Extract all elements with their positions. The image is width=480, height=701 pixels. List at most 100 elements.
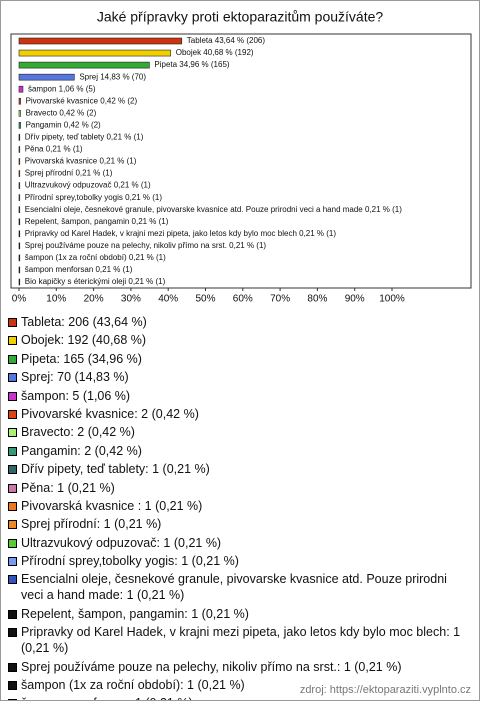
bar-label: Pripravky od Karel Hadek, v krajni mezi … xyxy=(25,229,337,238)
x-tick-label: 60% xyxy=(233,294,253,305)
legend-item: Sprej používáme pouze na pelechy, nikoli… xyxy=(8,659,470,675)
legend-label: Pivovarské kvasnice: 2 (0,42 %) xyxy=(21,406,199,421)
bar-label: Bravecto 0,42 % (2) xyxy=(26,108,97,117)
legend-swatch xyxy=(8,318,17,327)
bar xyxy=(18,61,150,69)
bar xyxy=(18,134,21,141)
legend-swatch xyxy=(8,609,17,619)
chart-title: Jaké přípravky proti ektoparazitům použí… xyxy=(97,9,384,25)
legend-item: Pangamin: 2 (0,42 %) xyxy=(8,443,470,459)
legend-swatch xyxy=(8,336,17,346)
legend-swatch xyxy=(8,575,17,585)
legend-label: Pěna: 1 (0,21 %) xyxy=(21,480,115,495)
bar-label: Sprej 14,83 % (70) xyxy=(79,72,146,81)
x-tick-label: 0% xyxy=(12,294,27,305)
legend-swatch xyxy=(8,373,17,383)
bar-label: Repelent, šampon, pangamin 0,21 % (1) xyxy=(25,217,169,226)
legend-item: Repelent, šampon, pangamin: 1 (0,21 %) xyxy=(8,606,470,622)
bar-label: Pěna 0,21 % (1) xyxy=(25,145,83,154)
legend-item: Pipeta: 165 (34,96 %) xyxy=(8,351,470,367)
legend-swatch xyxy=(8,428,17,438)
legend-label: šampon: 5 (1,06 %) xyxy=(21,388,131,403)
legend-label: Bravecto: 2 (0,42 %) xyxy=(21,425,135,440)
bar xyxy=(18,73,75,81)
x-tick-label: 80% xyxy=(307,294,327,305)
bar xyxy=(18,122,21,129)
legend-swatch xyxy=(8,501,17,511)
legend-item: Tableta: 206 (43,64 %) xyxy=(8,314,470,330)
bar-label: Sprej přírodní 0,21 % (1) xyxy=(25,169,113,178)
legend-label: Tableta: 206 (43,64 %) xyxy=(21,315,147,329)
legend-item: Sprej přírodní: 1 (0,21 %) xyxy=(8,516,470,532)
legend-label: Pangamin: 2 (0,42 %) xyxy=(21,443,142,458)
x-tick-label: 10% xyxy=(46,294,66,305)
bar-label: Ultrazvukový odpuzovač 0,21 % (1) xyxy=(25,181,151,190)
bar-label: Pipeta 34,96 % (165) xyxy=(154,60,229,69)
legend-item: Pivovarská kvasnice : 1 (0,21 %) xyxy=(8,498,470,514)
bar-label: šampon 1,06 % (5) xyxy=(28,84,96,93)
legend-swatch xyxy=(8,538,17,548)
legend-label: Ultrazvukový odpuzovač: 1 (0,21 %) xyxy=(21,535,222,550)
legend-item: Pivovarské kvasnice: 2 (0,42 %) xyxy=(8,406,470,422)
bar xyxy=(18,146,21,153)
legend-label: šampon (1x za roční období): 1 (0,21 %) xyxy=(21,678,245,693)
legend-label: Pivovarská kvasnice : 1 (0,21 %) xyxy=(21,498,203,513)
bar-label: Pivovarské kvasnice 0,42 % (2) xyxy=(26,96,138,105)
x-tick-label: 40% xyxy=(158,294,178,305)
legend-item: Ultrazvukový odpuzovač: 1 (0,21 %) xyxy=(8,535,470,551)
legend-label: Pripravky od Karel Hadek, v krajni mezi … xyxy=(21,625,461,656)
legend-swatch xyxy=(8,391,17,401)
source: zdroj: https://ektoparaziti.vyplnto.cz xyxy=(299,684,471,696)
x-tick-label: 100% xyxy=(379,294,405,305)
legend-label: Esencialni oleje, česnekové granule, piv… xyxy=(21,572,447,603)
bar-label: Tableta 43,64 % (206) xyxy=(187,36,266,45)
bar xyxy=(18,206,21,213)
bar xyxy=(18,37,183,45)
legend-label: Repelent, šampon, pangamin: 1 (0,21 %) xyxy=(21,606,249,621)
x-tick-label: 20% xyxy=(84,294,104,305)
legend-swatch xyxy=(8,409,17,419)
legend-label: Přírodní sprey,tobolky yogis: 1 (0,21 %) xyxy=(21,554,239,569)
bar xyxy=(18,170,21,177)
x-tick-label: 90% xyxy=(345,294,365,305)
legend-item: Obojek: 192 (40,68 %) xyxy=(8,332,470,348)
legend-swatch xyxy=(8,520,17,530)
bar xyxy=(18,230,21,238)
legend-swatch xyxy=(8,699,17,700)
bar-label: Pangamin 0,42 % (2) xyxy=(26,120,101,129)
bar xyxy=(18,182,21,189)
legend-item: Esencialni oleje, česnekové granule, piv… xyxy=(8,571,470,603)
legend-swatch xyxy=(8,557,17,567)
legend-label: Dřív pipety, teď tablety: 1 (0,21 %) xyxy=(21,462,210,477)
bar xyxy=(18,266,21,274)
legend-swatch xyxy=(8,681,17,691)
bar-label: Sprej používáme pouze na pelechy, nikoli… xyxy=(25,241,267,250)
bar xyxy=(18,218,21,226)
bar-label: Přírodní sprey,tobolky yogis 0,21 % (1) xyxy=(25,193,163,202)
bar xyxy=(18,110,21,117)
legend-swatch xyxy=(8,465,17,475)
legend-item: Bravecto: 2 (0,42 %) xyxy=(8,424,470,440)
x-tick-label: 50% xyxy=(195,294,215,305)
legend-item: Dřív pipety, teď tablety: 1 (0,21 %) xyxy=(8,461,470,477)
legend-label: Obojek: 192 (40,68 %) xyxy=(21,333,147,348)
legend-swatch xyxy=(8,483,17,493)
legend-label: Sprej: 70 (14,83 %) xyxy=(21,370,129,385)
legend-label: šampon menforsan: 1 (0,21 %) xyxy=(21,696,193,700)
legend-swatch xyxy=(8,354,17,364)
legend-label: Sprej používáme pouze na pelechy, nikoli… xyxy=(21,659,402,674)
legend-item: Pěna: 1 (0,21 %) xyxy=(8,480,470,496)
x-tick-label: 70% xyxy=(270,294,290,305)
legend-item: šampon (1x za roční období): 1 (0,21 %) xyxy=(8,677,470,693)
legend-swatch xyxy=(8,662,17,672)
legend-swatch xyxy=(8,446,17,456)
legend-item: Sprej: 70 (14,83 %) xyxy=(8,369,470,385)
legend-item: Pripravky od Karel Hadek, v krajni mezi … xyxy=(8,624,470,656)
bar-label: šampon (1x za roční období) 0,21 % (1) xyxy=(25,253,166,262)
bar xyxy=(18,194,21,201)
bar-label: Obojek 40,68 % (192) xyxy=(176,48,254,57)
legend-item: Přírodní sprey,tobolky yogis: 1 (0,21 %) xyxy=(8,553,470,569)
bar-label: šampon menforsan 0,21 % (1) xyxy=(25,265,133,274)
plot-frame xyxy=(10,33,472,289)
